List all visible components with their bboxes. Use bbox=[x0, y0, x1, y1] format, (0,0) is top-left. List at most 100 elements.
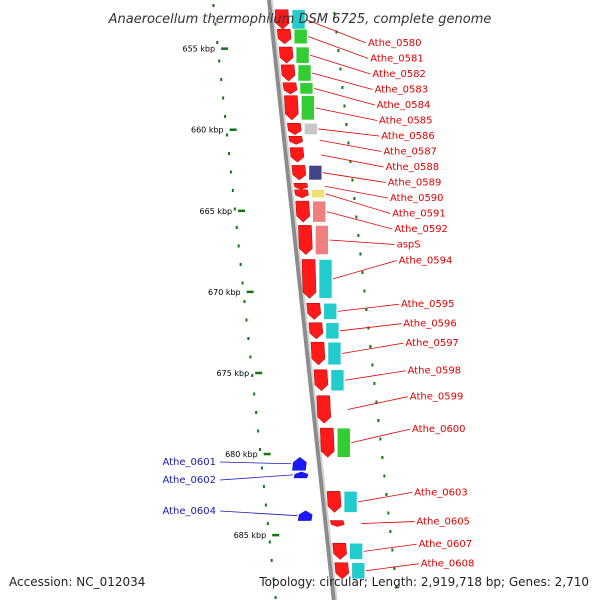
gc-dot bbox=[272, 577, 275, 581]
leader-line bbox=[363, 543, 417, 552]
gene-label: Athe_0603 bbox=[414, 487, 468, 498]
cog-block bbox=[349, 542, 363, 560]
gc-dot bbox=[351, 178, 354, 182]
cds-arrow bbox=[274, 9, 290, 30]
scale-tick-label: 670 kbp bbox=[208, 288, 241, 297]
gc-dot bbox=[247, 337, 250, 340]
cog-block bbox=[343, 491, 358, 513]
leader-line bbox=[311, 72, 373, 90]
gc-dot bbox=[373, 382, 376, 385]
gc-dot bbox=[259, 448, 262, 451]
gene-label: Athe_0580 bbox=[368, 38, 422, 49]
gc-dot bbox=[218, 59, 221, 63]
gc-dot bbox=[257, 429, 260, 433]
gc-dot bbox=[233, 207, 236, 211]
gc-dot bbox=[212, 4, 215, 7]
cog-block bbox=[304, 122, 318, 135]
gc-dot bbox=[243, 300, 246, 303]
cds-arrow bbox=[295, 200, 310, 223]
gene-label: Athe_0588 bbox=[386, 162, 440, 173]
gc-dot bbox=[251, 374, 254, 377]
gene-label: Athe_0608 bbox=[421, 559, 475, 570]
cog-block bbox=[312, 200, 327, 223]
leader-line bbox=[332, 260, 397, 280]
scale-tick-label: 685 kbp bbox=[234, 531, 267, 540]
gc-dot bbox=[371, 363, 374, 367]
gene-label: Athe_0596 bbox=[403, 319, 457, 330]
gc-dot bbox=[341, 86, 344, 89]
gc-dot bbox=[237, 244, 240, 248]
gene-label: Athe_0604 bbox=[162, 506, 216, 517]
leader-line bbox=[347, 396, 408, 410]
gc-dot bbox=[245, 318, 248, 322]
gene-label: Athe_0582 bbox=[372, 69, 426, 80]
cds-arrow bbox=[282, 82, 298, 95]
gene-label: Athe_0587 bbox=[383, 147, 437, 158]
leader-line bbox=[320, 154, 384, 168]
leader-line bbox=[309, 54, 371, 75]
cog-block bbox=[315, 225, 329, 255]
gc-dot bbox=[255, 411, 258, 414]
gc-dot bbox=[347, 141, 350, 145]
gc-dot bbox=[333, 12, 336, 15]
gc-dot bbox=[270, 559, 273, 562]
cds-arrow bbox=[293, 182, 309, 190]
scale-tick-label: 655 kbp bbox=[182, 45, 215, 54]
cog-block bbox=[297, 64, 312, 82]
scale-tick-label: 660 kbp bbox=[191, 126, 224, 135]
gene-label: Athe_0581 bbox=[370, 54, 424, 65]
scale-tick-label: 680 kbp bbox=[225, 450, 258, 459]
gc-dot bbox=[262, 485, 265, 488]
cds-arrow bbox=[316, 395, 331, 424]
gc-dot bbox=[249, 355, 252, 359]
cds-arrow-reverse bbox=[292, 456, 307, 471]
gc-dot bbox=[375, 400, 378, 404]
cds-arrow bbox=[334, 562, 350, 580]
accession-text: Accession: NC_012034 bbox=[9, 575, 145, 589]
gene-label: Athe_0601 bbox=[162, 457, 216, 468]
gc-dot bbox=[227, 152, 230, 155]
gene-label: Athe_0583 bbox=[375, 85, 429, 96]
gc-dot bbox=[260, 466, 263, 470]
leader-line bbox=[219, 461, 292, 465]
leader-line bbox=[219, 474, 293, 481]
gene-label: Athe_0602 bbox=[162, 475, 216, 486]
gc-dot bbox=[359, 252, 362, 256]
gene-label: Athe_0607 bbox=[419, 539, 473, 550]
gene-labels: Athe_0580 Athe_0581 Athe_0582 Athe_0583 Athe… bbox=[162, 19, 475, 572]
cds-arrow-reverse bbox=[297, 510, 313, 521]
cds-arrow bbox=[308, 322, 324, 340]
cds-arrow bbox=[313, 369, 329, 392]
cds-arrow bbox=[298, 225, 313, 255]
cog-block bbox=[336, 427, 351, 458]
cds-arrow bbox=[294, 189, 309, 199]
gc-dot bbox=[235, 226, 238, 229]
gene-label: Athe_0586 bbox=[381, 131, 435, 142]
gc-dot bbox=[379, 437, 382, 441]
gc-dot bbox=[214, 22, 217, 26]
cds-arrow bbox=[288, 135, 303, 145]
gene-track bbox=[274, 9, 366, 580]
gene-label: Athe_0584 bbox=[377, 100, 431, 111]
scale-ticks: 655 kbp 660 kbp 665 kbp 670 kbp 675 kbp 680 k… bbox=[182, 45, 280, 540]
gc-dot bbox=[216, 41, 219, 44]
cog-block bbox=[351, 562, 366, 580]
gc-dot bbox=[274, 596, 277, 599]
cds-arrow-reverse bbox=[293, 471, 309, 479]
leader-line bbox=[305, 19, 367, 44]
cds-arrow bbox=[291, 165, 307, 181]
gc-dot bbox=[337, 49, 340, 52]
gc-dot bbox=[266, 522, 269, 525]
leader-line bbox=[319, 139, 382, 152]
scale-tick-label: 665 kbp bbox=[200, 207, 233, 216]
gc-dot bbox=[355, 215, 358, 219]
gc-dot bbox=[231, 189, 234, 192]
cds-arrow bbox=[278, 46, 294, 64]
cds-arrow bbox=[306, 302, 322, 320]
cog-block bbox=[327, 341, 342, 366]
backbone-shadow bbox=[271, 0, 338, 600]
gc-dot bbox=[224, 115, 227, 118]
cog-block bbox=[311, 189, 325, 199]
leader-line bbox=[315, 107, 378, 121]
gc-dot bbox=[387, 511, 390, 515]
